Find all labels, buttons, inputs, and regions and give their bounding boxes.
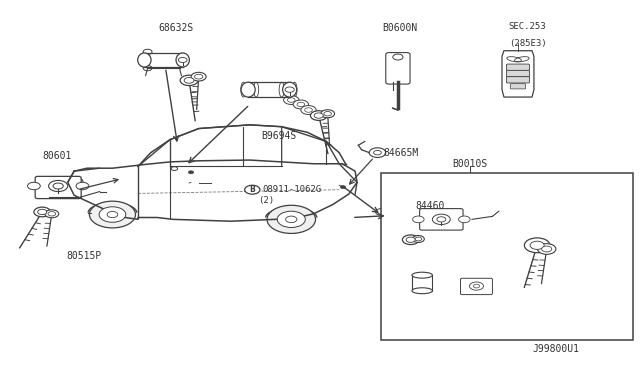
Circle shape <box>530 241 544 249</box>
Circle shape <box>195 74 203 79</box>
Ellipse shape <box>253 82 259 97</box>
Circle shape <box>324 112 332 116</box>
FancyBboxPatch shape <box>510 84 525 89</box>
FancyBboxPatch shape <box>420 209 463 230</box>
Circle shape <box>415 237 422 241</box>
Circle shape <box>285 216 297 222</box>
Text: 08911-1062G: 08911-1062G <box>262 185 322 194</box>
Circle shape <box>369 148 386 157</box>
Text: (2): (2) <box>258 196 274 205</box>
Ellipse shape <box>72 178 83 187</box>
Ellipse shape <box>283 82 297 97</box>
Text: B: B <box>250 185 255 194</box>
Ellipse shape <box>176 53 189 67</box>
Ellipse shape <box>241 82 246 97</box>
Circle shape <box>188 171 193 174</box>
Circle shape <box>244 185 260 194</box>
Circle shape <box>34 207 51 217</box>
Text: 80515P: 80515P <box>66 251 101 262</box>
Circle shape <box>287 98 295 102</box>
Ellipse shape <box>53 183 63 189</box>
Ellipse shape <box>412 272 433 278</box>
Ellipse shape <box>469 282 483 290</box>
Circle shape <box>293 100 308 109</box>
Ellipse shape <box>473 284 479 288</box>
Circle shape <box>406 237 415 243</box>
Circle shape <box>340 186 346 189</box>
Circle shape <box>90 201 136 228</box>
Circle shape <box>143 49 152 54</box>
Circle shape <box>48 212 56 216</box>
Circle shape <box>297 102 305 107</box>
FancyBboxPatch shape <box>506 70 529 77</box>
Circle shape <box>285 87 294 92</box>
Text: 68632S: 68632S <box>159 23 194 33</box>
Ellipse shape <box>400 209 409 215</box>
Circle shape <box>191 72 206 81</box>
Circle shape <box>310 111 327 121</box>
Circle shape <box>422 209 433 215</box>
Circle shape <box>76 182 89 190</box>
Bar <box>381 173 633 340</box>
Circle shape <box>28 182 40 190</box>
Circle shape <box>393 54 403 60</box>
Circle shape <box>538 244 556 254</box>
Polygon shape <box>502 51 534 97</box>
Ellipse shape <box>138 53 151 67</box>
Circle shape <box>184 77 194 83</box>
FancyBboxPatch shape <box>35 176 81 199</box>
Circle shape <box>277 211 305 228</box>
Ellipse shape <box>412 288 433 294</box>
Circle shape <box>38 209 47 215</box>
Ellipse shape <box>241 82 255 97</box>
Text: (285E3): (285E3) <box>509 39 547 48</box>
Circle shape <box>179 57 187 62</box>
FancyBboxPatch shape <box>386 52 410 84</box>
Circle shape <box>416 278 428 285</box>
Ellipse shape <box>437 217 446 222</box>
Circle shape <box>374 150 381 155</box>
Ellipse shape <box>279 82 284 97</box>
Circle shape <box>45 210 59 218</box>
Circle shape <box>321 110 335 118</box>
Text: J99800U1: J99800U1 <box>532 344 580 354</box>
Circle shape <box>284 96 299 105</box>
Circle shape <box>305 108 312 112</box>
Ellipse shape <box>292 82 297 97</box>
Circle shape <box>172 167 177 170</box>
FancyBboxPatch shape <box>506 64 529 70</box>
Text: B0010S: B0010S <box>452 159 488 169</box>
Circle shape <box>267 205 316 234</box>
Circle shape <box>541 246 552 252</box>
Circle shape <box>403 235 419 244</box>
Circle shape <box>107 211 118 218</box>
FancyBboxPatch shape <box>461 278 492 295</box>
Circle shape <box>180 75 198 86</box>
Ellipse shape <box>433 214 451 225</box>
Text: B0600N: B0600N <box>382 23 417 33</box>
Circle shape <box>99 207 126 222</box>
Text: SEC.253: SEC.253 <box>509 22 547 31</box>
Ellipse shape <box>49 180 68 192</box>
Circle shape <box>412 235 424 243</box>
Circle shape <box>376 209 387 215</box>
Ellipse shape <box>396 207 413 217</box>
FancyBboxPatch shape <box>383 201 426 223</box>
Circle shape <box>413 216 424 223</box>
Circle shape <box>143 65 152 71</box>
Text: 84460: 84460 <box>416 201 445 211</box>
Circle shape <box>459 216 470 223</box>
Circle shape <box>524 238 550 253</box>
Text: B9694S: B9694S <box>261 131 296 141</box>
FancyBboxPatch shape <box>506 77 529 83</box>
Text: 84665M: 84665M <box>384 148 419 158</box>
Circle shape <box>301 106 316 115</box>
Text: 80601: 80601 <box>42 151 72 161</box>
Circle shape <box>314 113 323 118</box>
